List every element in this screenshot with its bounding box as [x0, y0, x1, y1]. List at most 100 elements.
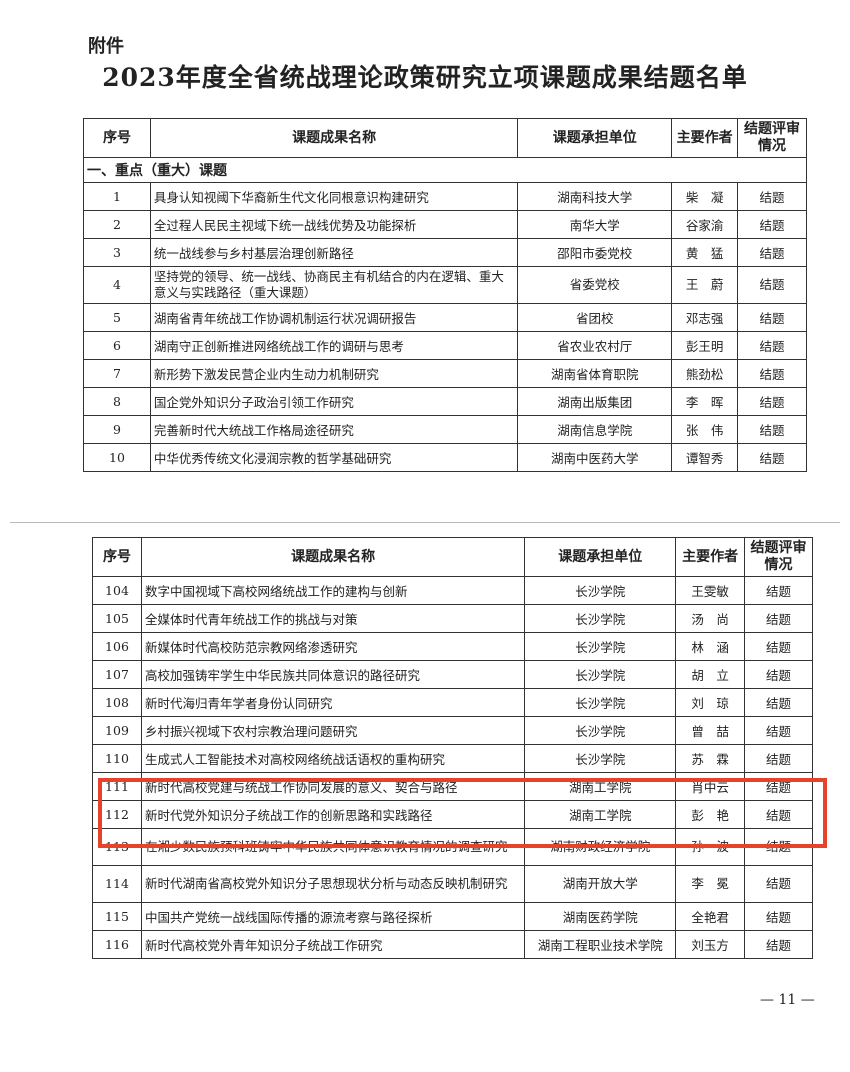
header-status: 结题评审情况 [744, 537, 813, 577]
review-status: 结题 [737, 238, 807, 267]
review-status: 结题 [737, 182, 807, 211]
table-row: 112 新时代党外知识分子统战工作的创新思路和实践路径 湖南工学院彭 艳结题 [92, 800, 813, 829]
unit-name: 湖南中医药大学 [517, 443, 673, 472]
author-name: 刘 琼 [675, 688, 746, 717]
section-title: 一、重点（重大）课题 [83, 157, 807, 183]
page-number: — 11 — [760, 992, 815, 1008]
row-number: 3 [83, 238, 151, 267]
topic-name: 高校加强铸牢学生中华民族共同体意识的路径研究 [140, 660, 526, 689]
table-row: 109 乡村振兴视域下农村宗教治理问题研究 长沙学院曾 喆结题 [92, 716, 813, 745]
review-status: 结题 [744, 744, 813, 773]
unit-name: 邵阳市委党校 [517, 238, 673, 267]
unit-name: 长沙学院 [524, 576, 677, 605]
row-number: 108 [92, 688, 142, 717]
author-name: 胡 立 [675, 660, 746, 689]
unit-name: 湖南科技大学 [517, 182, 673, 211]
topic-name: 新时代高校党外青年知识分子统战工作研究 [140, 930, 526, 959]
row-number: 105 [92, 604, 142, 633]
unit-name: 省农业农村厅 [517, 331, 673, 360]
author-name: 肖中云 [675, 772, 746, 801]
row-number: 8 [83, 387, 151, 416]
header-no: 序号 [92, 537, 142, 577]
author-name: 苏 霖 [675, 744, 746, 773]
table-row: 9 完善新时代大统战工作格局途径研究 湖南信息学院张 伟结题 [83, 415, 807, 444]
review-status: 结题 [737, 443, 807, 472]
author-name: 王雯敏 [675, 576, 746, 605]
topic-name: 湖南省青年统战工作协调机制运行状况调研报告 [149, 303, 519, 332]
row-number: 7 [83, 359, 151, 388]
table-row: 1 具身认知视阈下华裔新生代文化同根意识构建研究 湖南科技大学柴 凝结题 [83, 182, 807, 211]
unit-name: 长沙学院 [524, 744, 677, 773]
table-row: 108 新时代海归青年学者身份认同研究 长沙学院刘 琼结题 [92, 688, 813, 717]
header-name: 课题成果名称 [149, 118, 519, 158]
table-header: 序号 课题成果名称 课题承担单位 主要作者 结题评审情况 [83, 118, 807, 158]
author-name: 李 冕 [675, 865, 746, 903]
review-status: 结题 [744, 576, 813, 605]
row-number: 2 [83, 210, 151, 239]
review-status: 结题 [737, 210, 807, 239]
unit-name: 湖南开放大学 [524, 865, 677, 903]
author-name: 黄 猛 [671, 238, 739, 267]
unit-name: 湖南信息学院 [517, 415, 673, 444]
author-name: 曾 喆 [675, 716, 746, 745]
review-status: 结题 [744, 716, 813, 745]
unit-name: 省委党校 [517, 266, 673, 304]
author-name: 全艳君 [675, 902, 746, 931]
topic-name: 国企党外知识分子政治引领工作研究 [149, 387, 519, 416]
unit-name: 湖南工学院 [524, 800, 677, 829]
topic-name: 具身认知视阈下华裔新生代文化同根意识构建研究 [149, 182, 519, 211]
topic-name: 中华优秀传统文化浸润宗教的哲学基础研究 [149, 443, 519, 472]
table-row: 10 中华优秀传统文化浸润宗教的哲学基础研究 湖南中医药大学 谭智秀 结题 [83, 443, 807, 472]
topic-name: 新时代海归青年学者身份认同研究 [140, 688, 526, 717]
review-status: 结题 [744, 800, 813, 829]
row-number: 104 [92, 576, 142, 605]
topic-name: 中国共产党统一战线国际传播的源流考察与路径探析 [140, 902, 526, 931]
header-name: 课题成果名称 [140, 537, 526, 577]
row-number: 106 [92, 632, 142, 661]
table-header: 序号 课题成果名称 课题承担单位 主要作者 结题评审情况 [92, 537, 813, 577]
header-status: 结题评审情况 [737, 118, 807, 158]
header-unit: 课题承担单位 [517, 118, 673, 158]
topic-name: 统一战线参与乡村基层治理创新路径 [149, 238, 519, 267]
author-name: 彭 艳 [675, 800, 746, 829]
author-name: 林 涵 [675, 632, 746, 661]
table-row: 5 湖南省青年统战工作协调机制运行状况调研报告 省团校 邓志强 结题 [83, 303, 807, 332]
table-row: 107 高校加强铸牢学生中华民族共同体意识的路径研究 长沙学院胡 立结题 [92, 660, 813, 689]
author-name: 谷家渝 [671, 210, 739, 239]
review-status: 结题 [744, 660, 813, 689]
topic-name: 湖南守正创新推进网络统战工作的调研与思考 [149, 331, 519, 360]
row-number: 5 [83, 303, 151, 332]
topic-name: 新时代党外知识分子统战工作的创新思路和实践路径 [140, 800, 526, 829]
table-row: 7 新形势下激发民营企业内生动力机制研究 湖南省体育职院 熊劲松 结题 [83, 359, 807, 388]
header-no: 序号 [83, 118, 151, 158]
unit-name: 长沙学院 [524, 604, 677, 633]
table-row: 104 数字中国视域下高校网络统战工作的建构与创新 长沙学院 王雯敏 结题 [92, 576, 813, 605]
row-number: 107 [92, 660, 142, 689]
unit-name: 长沙学院 [524, 688, 677, 717]
topic-name: 生成式人工智能技术对高校网络统战话语权的重构研究 [140, 744, 526, 773]
review-status: 结题 [744, 604, 813, 633]
author-name: 柴 凝 [671, 182, 739, 211]
topic-name: 新时代湖南省高校党外知识分子思想现状分析与动态反映机制研究 [140, 865, 526, 903]
table-row: 8 国企党外知识分子政治引领工作研究 湖南出版集团李 晖结题 [83, 387, 807, 416]
section-row: 一、重点（重大）课题 [83, 157, 807, 183]
row-number: 110 [92, 744, 142, 773]
unit-name: 长沙学院 [524, 632, 677, 661]
author-name: 邓志强 [671, 303, 739, 332]
review-status: 结题 [744, 865, 813, 903]
table-row: 110 生成式人工智能技术对高校网络统战话语权的重构研究 长沙学院苏 霖结题 [92, 744, 813, 773]
page-separator [10, 522, 840, 523]
table-row: 115 中国共产党统一战线国际传播的源流考察与路径探析 湖南医药学院 全艳君 结题 [92, 902, 813, 931]
topic-name: 新时代高校党建与统战工作协同发展的意义、契合与路径 [140, 772, 526, 801]
review-status: 结题 [744, 930, 813, 959]
author-name: 彭王明 [671, 331, 739, 360]
unit-name: 湖南医药学院 [524, 902, 677, 931]
review-status: 结题 [744, 632, 813, 661]
attachment-label: 附件 [88, 36, 124, 57]
review-status: 结题 [744, 902, 813, 931]
topic-name: 坚持党的领导、统一战线、协商民主有机结合的内在逻辑、重大意义与实践路径（重大课题… [149, 266, 519, 304]
author-name: 李 晖 [671, 387, 739, 416]
header-author: 主要作者 [675, 537, 746, 577]
table-row: 111 新时代高校党建与统战工作协同发展的意义、契合与路径 湖南工学院 肖中云 结题 [92, 772, 813, 801]
results-table-1: 序号 课题成果名称 课题承担单位 主要作者 结题评审情况 一、重点（重大）课题 … [83, 118, 807, 472]
